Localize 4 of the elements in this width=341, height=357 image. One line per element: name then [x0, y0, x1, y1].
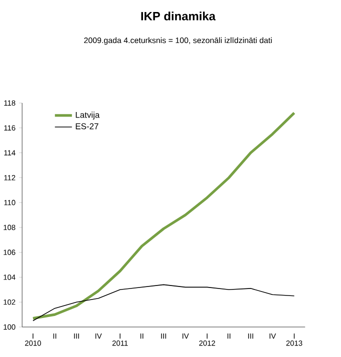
line-series — [32, 112, 296, 320]
legend-label: ES-27 — [76, 123, 98, 130]
legend-label: Latvija — [76, 112, 100, 120]
chart-title: IKP dinamika — [141, 12, 216, 20]
